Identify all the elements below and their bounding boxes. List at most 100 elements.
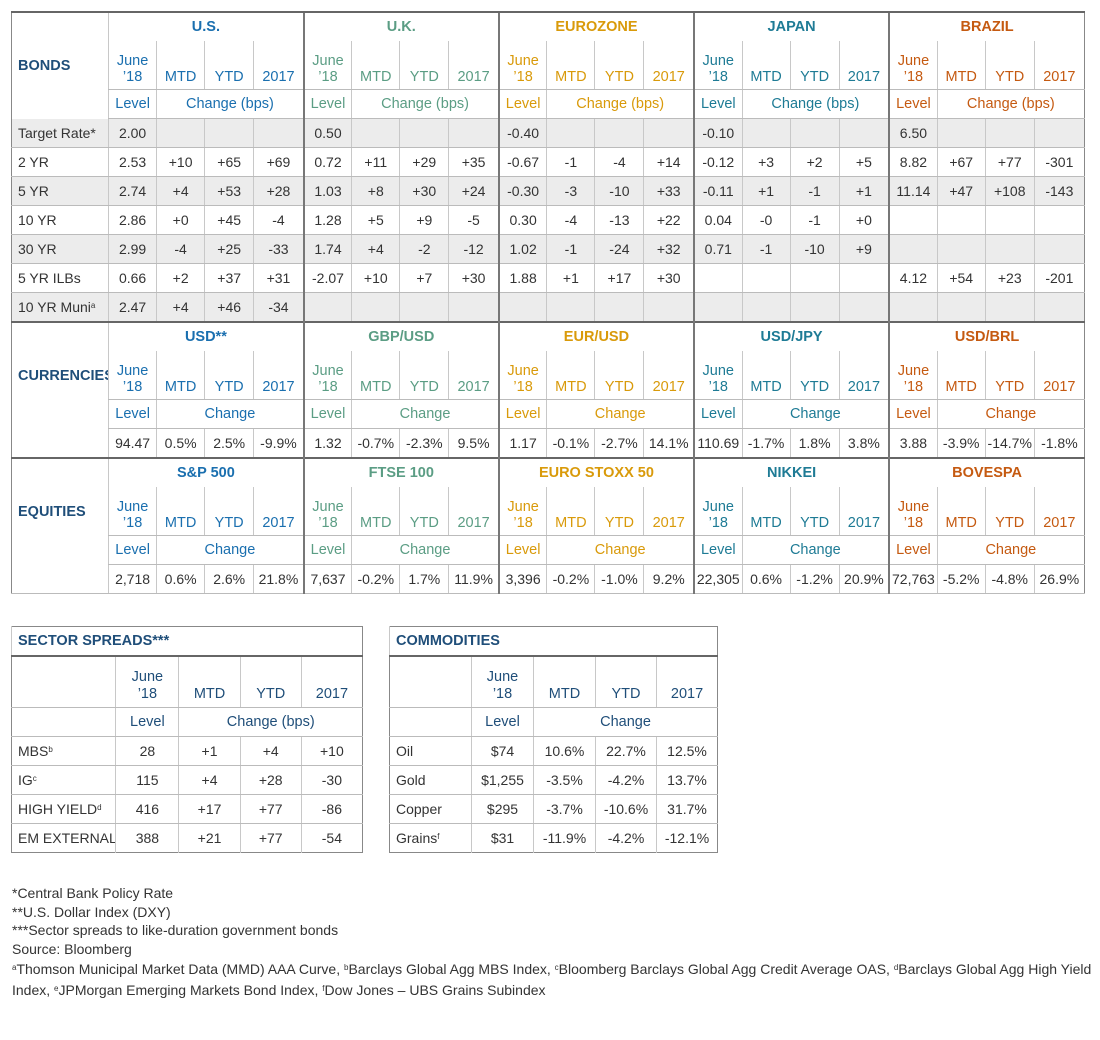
data-cell: +9 [838, 234, 890, 264]
data-cell: +3 [741, 147, 791, 177]
data-cell: 6.50 [888, 118, 938, 148]
data-cell: 0.04 [693, 205, 743, 235]
group-title: EUROZONE [497, 11, 695, 41]
data-cell: -3 [546, 176, 595, 206]
col-header-2017: 2017 [253, 487, 304, 536]
col-header-change: Change (bps) [936, 89, 1085, 119]
data-cell: -34 [253, 292, 304, 323]
data-cell: -86 [300, 794, 363, 824]
data-cell: 26.9% [1033, 564, 1085, 594]
col-header-ytd: YTD [399, 41, 449, 90]
data-cell: 0.50 [302, 118, 352, 148]
data-cell: -3.5% [533, 765, 596, 795]
col-header-change: Change [351, 535, 499, 565]
col-header-2017: 2017 [838, 41, 890, 90]
data-cell: 2.00 [108, 118, 157, 148]
col-header-change: Change (bps) [741, 89, 890, 119]
row-label [11, 428, 109, 459]
col-header-mtd: MTD [936, 351, 986, 400]
data-cell: -12 [448, 234, 499, 264]
row-label [11, 564, 109, 594]
col-header-2017: 2017 [300, 656, 363, 708]
col-header-change: Change (bps) [178, 707, 363, 737]
data-cell: 1.03 [302, 176, 352, 206]
col-header-mtd: MTD [533, 656, 596, 708]
col-header-level: Level [693, 89, 743, 119]
table-row: 2,718 0.6% 2.6% 21.8% 7,637 -0.2% 1.7% 11.9% 3,3… [11, 564, 1085, 594]
data-cell: +77 [239, 794, 302, 824]
data-cell: +4 [156, 176, 205, 206]
col-header-mtd: MTD [936, 487, 986, 536]
row-label: Target Rate* [11, 118, 109, 148]
col-header-june: June ’18 [497, 41, 547, 90]
table-row: Target Rate* 2.00 0.50 -0.40 -0.10 6.50 [11, 118, 1085, 148]
data-cell: 21.8% [253, 564, 304, 594]
col-header-ytd: YTD [204, 487, 254, 536]
data-cell: -10.6% [595, 794, 657, 824]
col-header-ytd: YTD [984, 41, 1035, 90]
col-header-2017: 2017 [253, 351, 304, 400]
data-cell [936, 118, 986, 148]
data-cell: +4 [156, 292, 205, 323]
data-cell: +1 [546, 263, 595, 293]
data-cell: -143 [1033, 176, 1085, 206]
data-cell: 9.2% [643, 564, 695, 594]
data-cell: -13 [594, 205, 644, 235]
data-cell: +21 [178, 823, 241, 853]
row-label: Copper [389, 794, 472, 824]
col-header-change: Change [351, 399, 499, 429]
col-header-mtd: MTD [178, 656, 241, 708]
data-cell: 2.53 [108, 147, 157, 177]
data-cell: +25 [204, 234, 254, 264]
data-cell: -4.2% [595, 823, 657, 853]
data-cell: -0.40 [497, 118, 547, 148]
group-title: USD** [108, 321, 304, 351]
data-cell: +54 [936, 263, 986, 293]
group-title: BOVESPA [888, 457, 1085, 487]
data-cell [789, 118, 840, 148]
data-cell [594, 292, 644, 323]
col-header-2017: 2017 [838, 487, 890, 536]
group-title: U.S. [108, 11, 304, 41]
data-cell: 1.74 [302, 234, 352, 264]
blank-cell [11, 707, 116, 737]
data-cell: 1.02 [497, 234, 547, 264]
data-cell: -2.7% [594, 428, 644, 459]
col-header-mtd: MTD [936, 41, 986, 90]
footnote-sector-spreads: ***Sector spreads to like-duration gover… [12, 922, 339, 938]
col-header-june: June ’18 [693, 487, 743, 536]
col-header-ytd: YTD [594, 41, 644, 90]
col-header-ytd: YTD [204, 351, 254, 400]
data-cell: 2.86 [108, 205, 157, 235]
group-title: EUR/USD [497, 321, 695, 351]
data-cell: 22.7% [595, 736, 657, 766]
data-cell [741, 118, 791, 148]
col-header-june: June ’18 [302, 351, 352, 400]
data-cell: -4.8% [984, 564, 1035, 594]
data-cell: -5 [448, 205, 499, 235]
row-label: EM EXTERNALe [18, 830, 116, 846]
data-cell [888, 234, 938, 264]
table-row: 5 YR ILBs 0.66 +2 +37 +31 -2.07 +10 +7 +30 1.88 +1… [11, 263, 1085, 293]
data-cell: -1.2% [789, 564, 840, 594]
col-header-june: June ’18 [693, 351, 743, 400]
data-cell [888, 205, 938, 235]
data-cell: +45 [204, 205, 254, 235]
col-header-mtd: MTD [741, 351, 791, 400]
data-cell: 31.7% [655, 794, 718, 824]
col-header-mtd: MTD [351, 41, 400, 90]
col-header-ytd: YTD [204, 41, 254, 90]
data-cell: -0 [741, 205, 791, 235]
currencies-section-label: CURRENCIES [11, 321, 109, 429]
data-cell: 0.6% [741, 564, 791, 594]
data-cell [789, 292, 840, 323]
col-header-change: Change (bps) [546, 89, 695, 119]
footnotes: *Central Bank Policy Rate **U.S. Dollar … [12, 884, 1092, 1000]
row-label: 2 YR [11, 147, 109, 177]
data-cell: 11.14 [888, 176, 938, 206]
data-cell: -9.9% [253, 428, 304, 459]
data-cell: 416 [115, 794, 179, 824]
data-cell: 1.88 [497, 263, 547, 293]
col-header-ytd: YTD [239, 656, 302, 708]
data-cell: +32 [643, 234, 695, 264]
